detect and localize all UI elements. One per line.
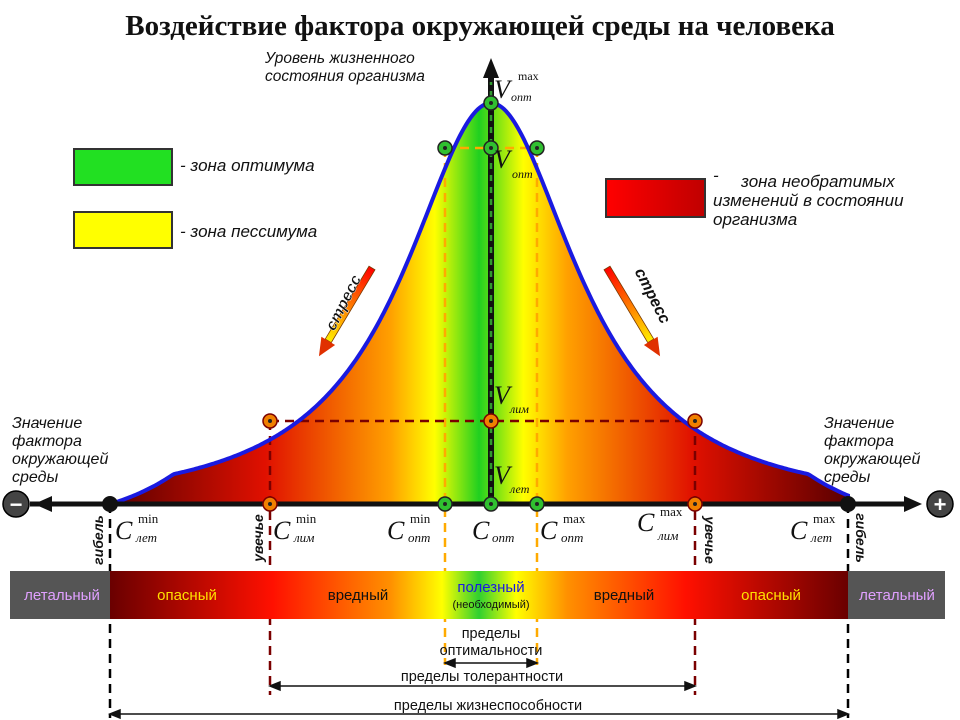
legend-irreversible-line-1: зона необратимых: [741, 172, 895, 191]
legend-irreversible-line-2: изменений в состоянии: [713, 191, 904, 210]
y-axis-label-1: Уровень жизненного: [264, 50, 415, 67]
stress-label-left: стресс: [323, 272, 365, 333]
stress-arrow-right: [603, 265, 661, 357]
legend-pessimum-label: - зона пессимума: [180, 222, 318, 241]
y-axis-arrow: [483, 58, 499, 78]
limit-guides: [268, 419, 697, 695]
c-opt-min-label: C min опт: [387, 511, 431, 545]
svg-text:лет: лет: [135, 530, 157, 545]
legend-irreversible-line-3: организма: [713, 210, 798, 229]
svg-text:опт: опт: [512, 167, 533, 181]
death-label-left: гибель: [90, 515, 106, 565]
legend-irreversible-swatch: [605, 178, 706, 218]
svg-text:опт: опт: [511, 90, 532, 104]
svg-text:min: min: [138, 511, 159, 526]
zone-dangerous-right: опасный: [741, 587, 801, 604]
zone-harmful-left: вредный: [328, 587, 389, 604]
svg-text:опт: опт: [492, 530, 514, 545]
svg-text:min: min: [296, 511, 317, 526]
svg-text:C: C: [115, 516, 133, 545]
zone-lethal-right: летальный: [859, 587, 935, 604]
svg-text:max: max: [563, 511, 586, 526]
tolerance-curve: [109, 101, 850, 506]
minus-sign-icon: −: [2, 490, 30, 518]
point-markers: [102, 95, 856, 512]
svg-text:C: C: [273, 516, 291, 545]
c-lim-max-label: C max лим: [637, 504, 683, 543]
optimality-label-2: оптимальности: [440, 643, 543, 659]
svg-text:лет: лет: [509, 482, 530, 496]
death-label-right: гибель: [853, 513, 869, 563]
y-axis-label-2: состояния организма: [265, 68, 425, 85]
c-let-min-label: C min лет: [115, 511, 159, 545]
svg-text:V: V: [494, 461, 513, 490]
legend-optimum-swatch: [73, 148, 173, 186]
tolerance-label: пределы толерантности: [401, 669, 563, 685]
v-lim-label: V лим: [494, 381, 529, 416]
x-axis-label-left-1: Значение: [12, 415, 82, 432]
tolerance-curve-fill: [110, 103, 848, 504]
tolerance-limits: [267, 680, 698, 692]
svg-text:C: C: [472, 516, 490, 545]
legend-irreversible-dash: -: [713, 166, 719, 185]
svg-text:V: V: [494, 75, 513, 104]
svg-text:опт: опт: [561, 530, 583, 545]
viability-label: пределы жизнеспособности: [394, 698, 582, 714]
zone-band: [10, 571, 945, 619]
v-let-label: V лет: [494, 461, 530, 496]
optimality-limits: [442, 657, 540, 669]
svg-text:лим: лим: [657, 528, 678, 543]
svg-text:max: max: [813, 511, 836, 526]
v-opt-max-label: V max опт: [494, 69, 539, 104]
svg-text:C: C: [790, 516, 808, 545]
zone-harmful-right: вредный: [594, 587, 655, 604]
x-axis-label-left-3: окружающей: [12, 451, 108, 468]
x-axis-label-right-3: окружающей: [824, 451, 920, 468]
svg-text:C: C: [637, 508, 655, 537]
svg-text:+: +: [934, 492, 947, 517]
wither-label-right: увечье: [702, 515, 718, 564]
diagram-title: Воздействие фактора окружающей среды на …: [125, 10, 835, 42]
c-opt-max-label: C max опт: [540, 511, 586, 545]
svg-text:min: min: [410, 511, 431, 526]
zone-lethal-left: летальный: [24, 587, 100, 604]
svg-text:V: V: [494, 381, 513, 410]
x-axis-label-left-2: фактора: [12, 433, 82, 450]
svg-text:опт: опт: [408, 530, 430, 545]
zone-dangerous-left: опасный: [157, 587, 217, 604]
svg-text:C: C: [540, 516, 558, 545]
svg-text:лим: лим: [293, 530, 314, 545]
svg-text:V: V: [494, 145, 513, 174]
c-opt-label: C опт: [472, 516, 514, 545]
x-axis-label-left-4: среды: [12, 469, 58, 486]
plus-sign-icon: +: [926, 490, 954, 518]
svg-text:лим: лим: [509, 402, 529, 416]
c-lim-min-label: C min лим: [273, 511, 317, 545]
svg-text:лет: лет: [810, 530, 832, 545]
svg-text:−: −: [10, 492, 23, 517]
x-axis-label-right-4: среды: [824, 469, 870, 486]
svg-text:max: max: [660, 504, 683, 519]
viability-limits: [107, 708, 851, 720]
v-opt-label: V опт: [494, 145, 533, 181]
x-axis-label-right-1: Значение: [824, 415, 894, 432]
c-let-max-label: C max лет: [790, 511, 836, 545]
svg-text:max: max: [518, 69, 539, 83]
wither-label-left: увечье: [250, 514, 266, 563]
svg-text:C: C: [387, 516, 405, 545]
legend-pessimum-swatch: [73, 211, 173, 249]
stress-arrow-left: [318, 265, 376, 357]
zone-necessary: (необходимый): [453, 599, 530, 611]
x-axis-label-right-2: фактора: [824, 433, 894, 450]
zone-useful: полезный: [457, 579, 524, 596]
optimality-label-1: пределы: [462, 626, 521, 642]
legend-optimum-label: - зона оптимума: [180, 156, 315, 175]
